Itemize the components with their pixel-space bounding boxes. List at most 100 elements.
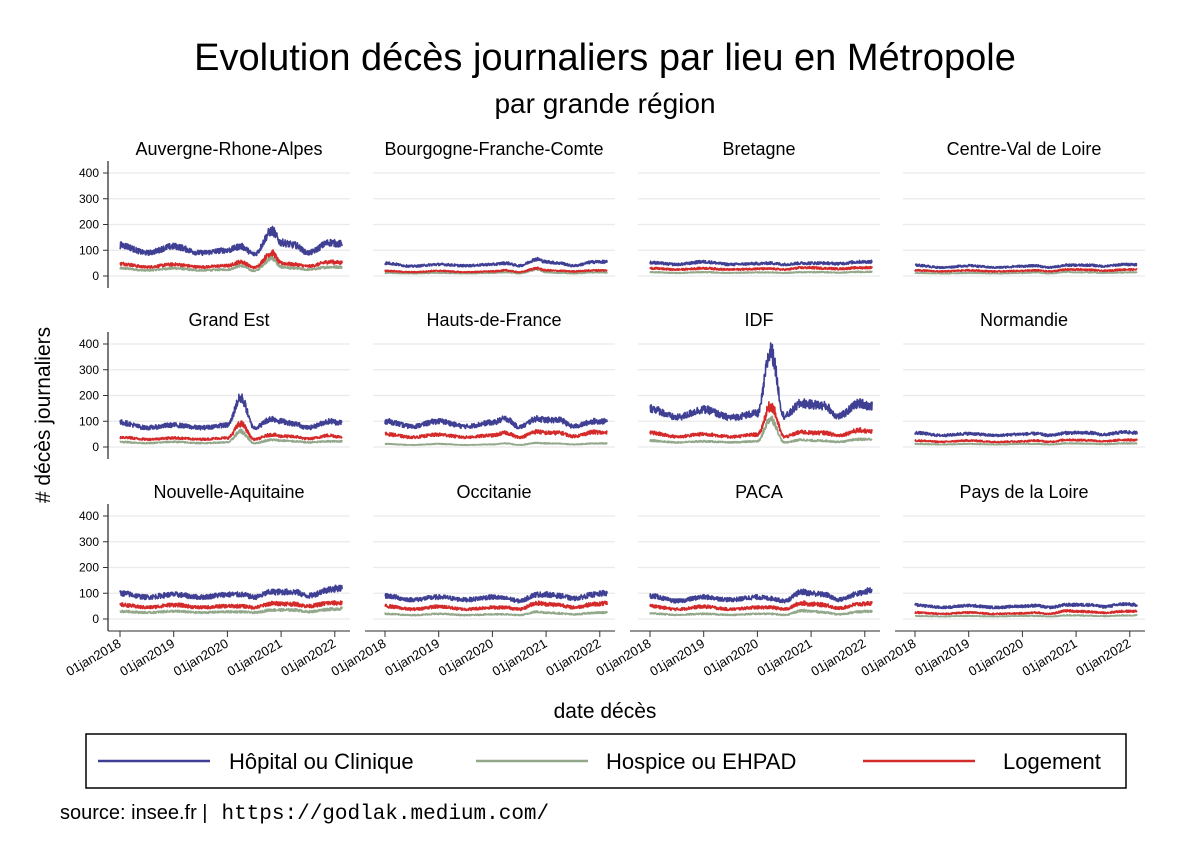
series-line-hospice [649,270,873,275]
panels-grid: Auvergne-Rhone-Alpes 0 100 200 300 400 Bourgog… [63,139,1145,679]
series-line-logement [384,429,608,440]
y-tick-label: 400 [79,337,99,351]
x-tick-label: 01jan2022 [278,636,338,679]
panel-title: Hauts-de-France [426,310,561,330]
x-tick-label: 01jan2020 [701,636,761,679]
x-tick-label: 01jan2022 [1073,636,1133,679]
series-line-logement [119,420,343,442]
x-tick-label: 01jan2020 [171,636,231,679]
panel-title: Bourgogne-Franche-Comte [384,139,603,159]
panel-bourgogne-franche-comte: Bourgogne-Franche-Comte [373,139,615,277]
x-tick-label: 01jan2019 [382,636,442,679]
legend-label-hospice: Hospice ou EHPAD [606,749,796,774]
x-axis-title: date décès [554,700,657,723]
series-line-hospice [649,608,873,617]
series-line-hopital [119,584,343,601]
series-line-logement [649,265,873,272]
y-tick-label: 0 [92,612,99,626]
y-tick-label: 300 [79,363,99,377]
legend-label-hopital: Hôpital ou Clinique [229,749,414,774]
x-tick-label: 01jan2021 [225,636,285,679]
series-line-hospice [914,270,1138,275]
series-line-logement [649,401,873,439]
source-label: source: insee.fr | [60,802,208,824]
x-tick-label: 01jan2022 [543,636,603,679]
series-line-hopital [384,414,608,430]
series-line-hospice [384,610,608,617]
y-tick-label: 300 [79,192,99,206]
panel-nouvelle-aquitaine: Nouvelle-Aquitaine 0 100 200 300 400 01jan2018… [63,482,350,679]
x-tick-label: 01jan2021 [755,636,815,679]
y-axis-title: # décès journaliers [32,327,55,503]
series-line-logement [384,266,608,274]
y-tick-label: 100 [79,586,99,600]
series-line-logement [914,267,1138,273]
y-tick-label: 200 [79,218,99,232]
series-line-hospice [384,268,608,275]
x-tick-label: 01jan2018 [858,636,918,679]
source-footer: source: insee.fr | https://godlak.medium.… [60,802,549,826]
series-line-hopital [119,225,343,257]
x-tick-label: 01jan2019 [117,636,177,679]
y-tick-label: 400 [79,509,99,523]
source-url: https://godlak.medium.com/ [221,803,550,826]
legend-label-logement: Logement [1003,749,1101,774]
series-line-logement [914,438,1138,444]
y-tick-label: 200 [79,561,99,575]
y-tick-label: 0 [92,269,99,283]
series-line-hopital [649,259,873,267]
panel-title: Centre-Val de Loire [947,139,1102,159]
series-line-hospice [119,255,343,273]
y-tick-label: 100 [79,243,99,257]
series-line-hopital [384,256,608,268]
series-line-hopital [384,589,608,604]
y-tick-label: 100 [79,414,99,428]
series-line-hospice [119,428,343,445]
x-tick-label: 01jan2020 [436,636,496,679]
series-line-hospice [649,415,873,444]
series-line-logement [119,249,343,270]
x-tick-label: 01jan2019 [912,636,972,679]
panel-title: Occitanie [456,482,531,502]
series-line-hopital [914,262,1138,270]
panel-title: Grand Est [188,310,269,330]
x-tick-label: 01jan2021 [1020,636,1080,679]
series-line-logement [384,600,608,612]
x-tick-label: 01jan2018 [593,636,653,679]
y-tick-label: 400 [79,166,99,180]
y-tick-label: 0 [92,440,99,454]
x-tick-label: 01jan2019 [647,636,707,679]
y-tick-label: 300 [79,535,99,549]
series-line-hospice [119,606,343,615]
series-line-hopital [119,393,343,431]
panel-title: IDF [745,310,774,330]
x-tick-label: 01jan2021 [490,636,550,679]
x-tick-label: 01jan2018 [63,636,123,679]
series-line-hopital [914,602,1138,610]
panel-auvergne-rhone-alpes: Auvergne-Rhone-Alpes 0 100 200 300 400 [79,139,350,288]
series-line-hospice [914,614,1138,618]
series-line-hospice [914,442,1138,446]
x-tick-label: 01jan2020 [966,636,1026,679]
panel-idf: IDF [638,310,880,448]
panel-title: PACA [735,482,783,502]
series-line-hopital [914,429,1138,438]
series-line-logement [914,608,1138,616]
panel-hauts-de-france: Hauts-de-France [373,310,615,448]
chart-title: Evolution décès journaliers par lieu en … [194,37,1016,79]
panel-title: Pays de la Loire [959,482,1088,502]
panel-title: Bretagne [722,139,795,159]
x-tick-label: 01jan2018 [328,636,388,679]
series-line-hopital [649,342,873,422]
panel-paca: PACA 01jan201801jan201901jan202001jan2021… [593,482,880,679]
series-line-hospice [384,441,608,446]
chart-subtitle: par grande région [494,88,715,119]
panel-bretagne: Bretagne [638,139,880,277]
series-line-logement [119,600,343,610]
series-line-logement [649,600,873,612]
panel-title: Normandie [980,310,1068,330]
panel-title: Auvergne-Rhone-Alpes [135,139,322,159]
x-tick-label: 01jan2022 [808,636,868,679]
panel-title: Nouvelle-Aquitaine [153,482,304,502]
